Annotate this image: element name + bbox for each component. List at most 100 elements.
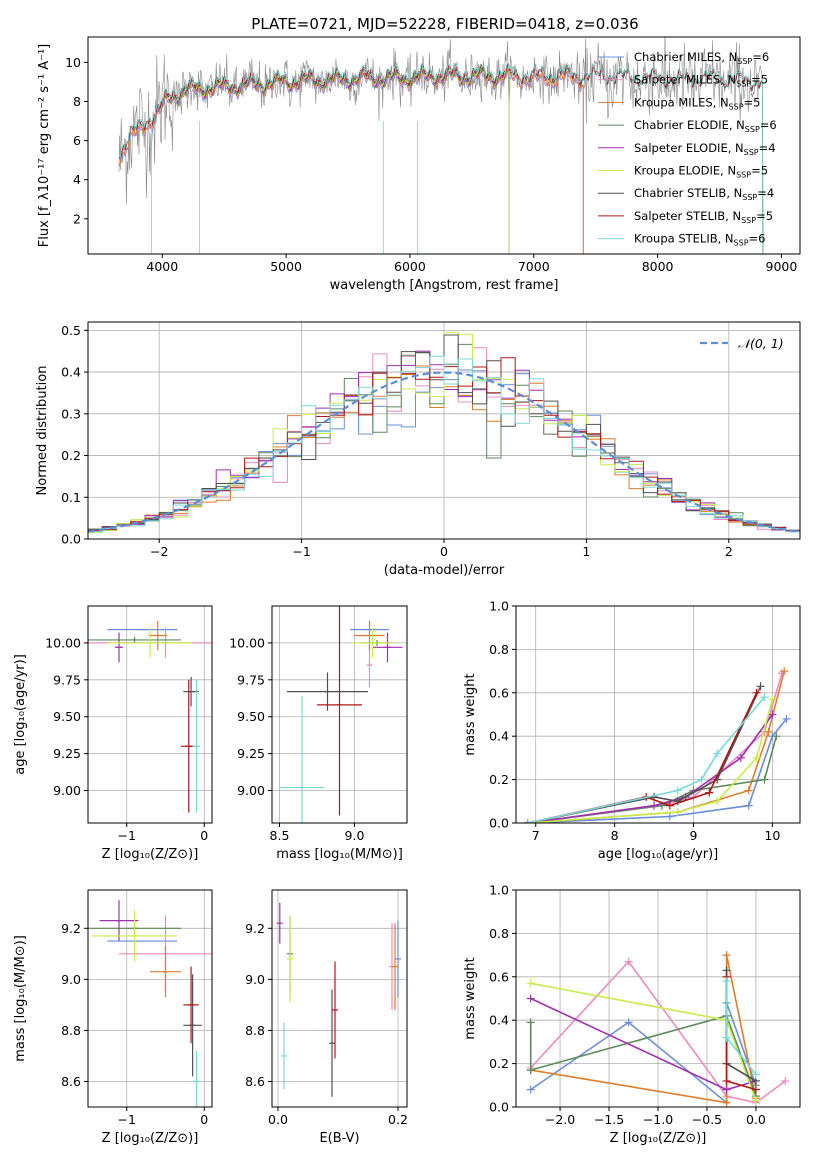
mass_vs_ebv-plot-area <box>276 902 401 1097</box>
gaussian-reference-curve <box>88 371 800 533</box>
weight-marker <box>722 1085 731 1094</box>
errorbar-point-chabrier-miles <box>395 920 401 998</box>
x-tick-label: 10 <box>764 828 780 843</box>
axes-frame <box>271 889 408 1108</box>
model-line-kroupa-stelib <box>118 61 764 254</box>
y-tick-label: 9.50 <box>237 709 265 724</box>
mass_weight_vs_Z-plot-area <box>526 951 790 1107</box>
weight-series-kroupa-miles <box>526 951 760 1107</box>
errorbar-point-salpeter-elodie <box>276 902 283 944</box>
legend-label: Salpeter STELIB, N <box>634 209 741 223</box>
weight-marker <box>752 688 761 697</box>
y-tick-label: 8.8 <box>61 1023 81 1038</box>
errorbar-point-chabrier-elodie <box>88 637 181 643</box>
weight-marker <box>760 775 769 784</box>
weight-series-kroupa-stelib <box>523 693 769 823</box>
mass_vs_Z-plot-area <box>88 900 212 1107</box>
y-tick-label: 0.2 <box>489 1056 509 1071</box>
y-tick-label: 8.8 <box>245 1023 265 1038</box>
weight-marker <box>722 977 731 986</box>
errorbar-point-kroupa-stelib <box>281 1022 287 1090</box>
legend-label: Salpeter ELODIE, N <box>634 141 744 155</box>
y-axis-label: mass weight <box>463 957 478 1039</box>
x-axis-label: wavelength [Angstrom, rest frame] <box>330 278 559 293</box>
weight-marker <box>722 951 731 960</box>
mass_weight_vs_age-grid <box>516 605 800 824</box>
mass_weight_vs_age-plot-area <box>523 667 791 823</box>
weight-series-chabrier-miles <box>526 998 760 1107</box>
x-tick-label: 4000 <box>146 259 178 274</box>
y-tick-label: 9.25 <box>53 746 81 761</box>
x-tick-label: 2 <box>725 544 733 559</box>
weight-marker <box>673 808 682 817</box>
y-tick-label: 9.50 <box>53 709 81 724</box>
weight-line <box>527 692 758 823</box>
weight-series-chabrier-elodie <box>526 1011 760 1101</box>
model-line-salpeter-miles <box>118 68 584 254</box>
legend-suffix: =5 <box>751 164 768 178</box>
legend-subscript: SSP <box>729 102 744 111</box>
errorbar-point-salpeter-elodie <box>372 632 403 663</box>
errorbar-point-chabrier-stelib <box>183 974 202 1077</box>
weight-marker <box>526 1066 535 1075</box>
x-tick-label: 0 <box>200 828 208 843</box>
weight-marker <box>523 819 532 823</box>
y-tick-label: 9.75 <box>237 672 265 687</box>
x-tick-label: 8000 <box>642 259 674 274</box>
weight-marker <box>751 1085 760 1094</box>
legend-entry-kroupa-stelib: Kroupa STELIB, NSSP=6 <box>634 232 765 248</box>
legend-subscript: SSP <box>744 148 759 157</box>
weight-line <box>529 1014 757 1097</box>
axes-frame <box>87 36 801 255</box>
weight-marker <box>526 1018 535 1027</box>
mass_vs_Z-panel: −1 0 8.6 8.8 9.0 9.2 Z [log₁₀(Z/Z⊙)] mass [log₁… <box>13 889 213 1146</box>
legend-suffix: =5 <box>756 209 773 223</box>
mass_weight_vs_Z-panel: −2.0 −1.5 −1.0 −0.5 0.0 0.0 0.2 0.4 0.6 0.8 1.0 Z [… <box>463 883 801 1146</box>
x-tick-label: 6000 <box>394 259 426 274</box>
weight-marker <box>624 1018 633 1027</box>
y-tick-label: 0.8 <box>489 926 509 941</box>
x-tick-label: −1 <box>292 544 310 559</box>
weight-series-chabrier-stelib <box>523 682 765 823</box>
x-tick-label: 9.0 <box>345 828 365 843</box>
errorbar-point-chabrier-stelib <box>329 989 335 1097</box>
y-tick-label: 0.0 <box>489 1100 509 1115</box>
weight-marker <box>760 693 769 702</box>
axes-frame <box>87 605 213 824</box>
legend-entry-chabrier-elodie: Chabrier ELODIE, NSSP=6 <box>634 118 777 134</box>
errorbar-point-kroupa-elodie <box>107 628 193 658</box>
age_vs_mass-axes: 8.5 9.0 9.00 9.25 9.50 9.75 10.00 mass [log₁₀(M… <box>229 605 408 862</box>
y-tick-label: 9.00 <box>237 783 265 798</box>
weight-marker <box>772 732 781 741</box>
spectrum-axes: 4000 5000 6000 7000 8000 9000 2 4 6 8 10 wavelength… <box>37 36 801 293</box>
weight-marker <box>782 714 791 723</box>
legend-suffix: =4 <box>759 141 776 155</box>
x-tick-label: 0 <box>200 1112 208 1127</box>
y-axis-label: Normed distribution <box>35 366 50 496</box>
legend-entry-kroupa-elodie: Kroupa ELODIE, NSSP=5 <box>634 164 768 180</box>
errorbar-point-kroupa-miles <box>354 620 385 651</box>
y-tick-label: 0.8 <box>489 642 509 657</box>
legend-label: Kroupa ELODIE, N <box>634 164 736 178</box>
x-tick-label: −1.5 <box>594 1112 624 1127</box>
legend-label: Chabrier MILES, N <box>634 50 737 64</box>
weight-marker <box>705 788 714 797</box>
weight-marker <box>756 682 765 691</box>
y-tick-label: 0.3 <box>61 406 81 421</box>
x-tick-label: 1 <box>582 544 590 559</box>
weight-marker <box>751 1096 760 1105</box>
mass_vs_Z-grid <box>88 890 212 1107</box>
mass_weight_vs_age-axes: 7 8 9 10 0.0 0.2 0.4 0.6 0.8 1.0 age [log₁₀(age/yr… <box>463 599 801 862</box>
legend-label: Salpeter MILES, N <box>634 73 736 87</box>
y-tick-label: 0.5 <box>61 323 81 338</box>
errorbar-point-kroupa-stelib <box>279 696 325 823</box>
y-tick-label: 10 <box>65 55 81 70</box>
x-axis-label: Z [log₁₀(Z/Z⊙)] <box>102 847 199 862</box>
residual_histogram-axes: −2 −1 0 1 2 0.0 0.1 0.2 0.3 0.4 0.5 (data-model)/er… <box>35 321 801 578</box>
legend-subscript: SSP <box>741 216 756 225</box>
y-tick-label: 6 <box>73 133 81 148</box>
y-axis-label: age [log₁₀(age/yr)] <box>13 654 28 775</box>
weight-marker <box>722 1076 731 1085</box>
errorbar-point-salpeter-stelib <box>332 961 338 1059</box>
